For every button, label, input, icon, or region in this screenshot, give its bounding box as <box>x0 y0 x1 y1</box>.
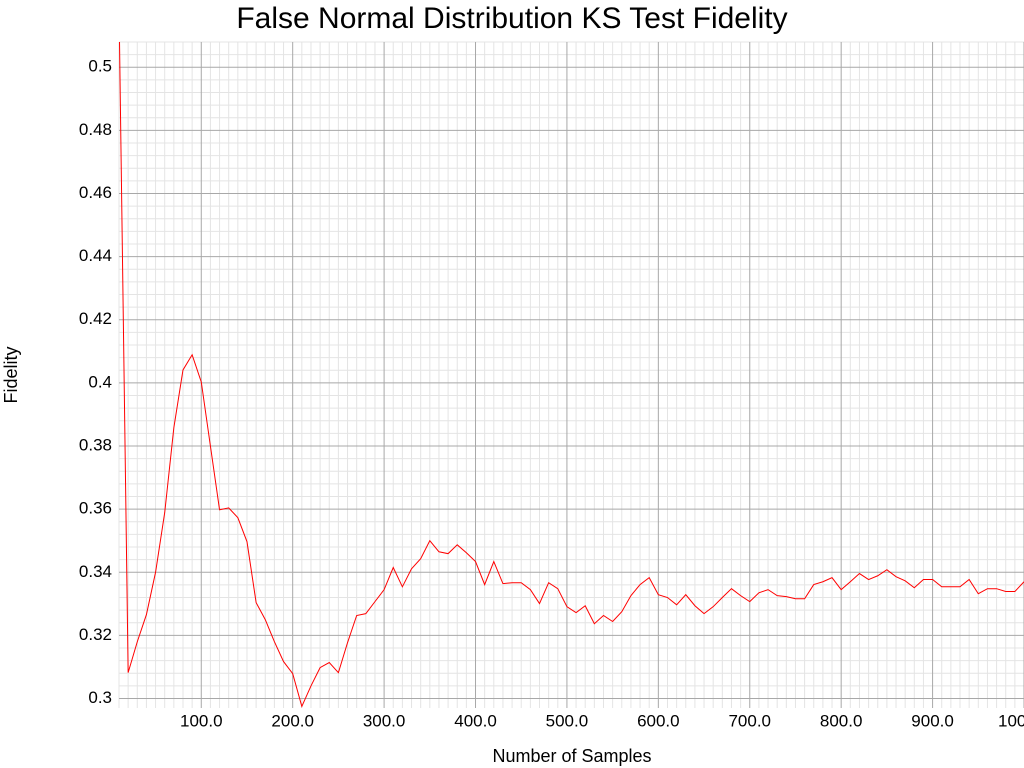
x-tick-label: 800.0 <box>820 711 863 730</box>
y-tick-label: 0.36 <box>79 499 112 518</box>
plot <box>119 42 1024 708</box>
y-axis-title: Fidelity <box>1 346 21 403</box>
x-tick-label: 600.0 <box>637 711 680 730</box>
chart-title: False Normal Distribution KS Test Fideli… <box>236 2 787 35</box>
data-line <box>119 42 1024 708</box>
plot-area <box>119 42 1024 708</box>
x-tick-label: 900.0 <box>911 711 954 730</box>
x-axis-title: Number of Samples <box>492 746 651 766</box>
x-tick-label: 200.0 <box>271 711 314 730</box>
y-tick-label: 0.32 <box>79 625 112 644</box>
x-tick-label: 100.0 <box>180 711 223 730</box>
y-tick-label: 0.4 <box>88 372 112 391</box>
x-tick-label: 300.0 <box>363 711 406 730</box>
y-tick-label: 0.5 <box>88 57 112 76</box>
grid <box>118 41 1024 708</box>
y-tick-label: 0.38 <box>79 436 112 455</box>
y-tick-label: 0.48 <box>79 120 112 139</box>
y-tick-label: 0.3 <box>88 688 112 707</box>
y-tick-label: 0.42 <box>79 309 112 328</box>
x-tick-label: 400.0 <box>454 711 497 730</box>
x-tick-label: 700.0 <box>728 711 771 730</box>
y-tick-label: 0.46 <box>79 183 112 202</box>
y-tick-label: 0.44 <box>79 246 112 265</box>
y-tick-label: 0.34 <box>79 562 112 581</box>
x-tick-label: 500.0 <box>546 711 589 730</box>
